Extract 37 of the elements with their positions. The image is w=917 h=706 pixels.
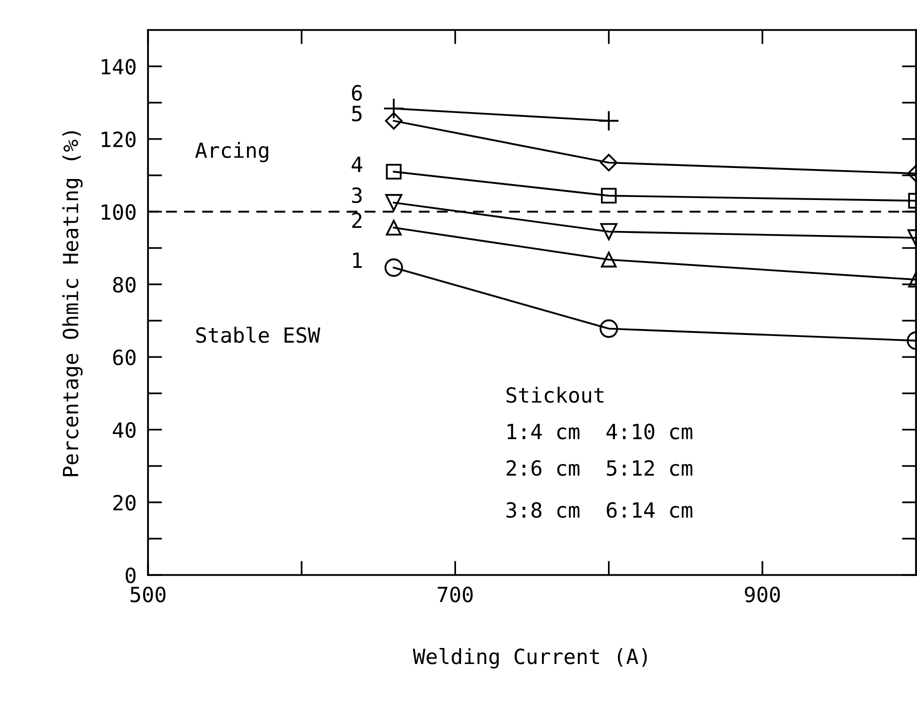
y-axis-title: Percentage Ohmic Heating (%) — [62, 131, 83, 476]
point — [383, 98, 404, 120]
point — [384, 258, 403, 277]
y-tick-label: 60 — [113, 350, 136, 366]
point — [386, 220, 402, 236]
annotation: 2:6 cm 5:12 cm — [506, 460, 692, 476]
x-tick-label: 900 — [744, 586, 780, 602]
series-label: 6 — [352, 84, 362, 101]
series-label: 2 — [352, 212, 362, 228]
annotation: 3:8 cm 6:14 cm — [506, 502, 692, 518]
point — [600, 252, 617, 268]
x-tick-label: 500 — [130, 586, 166, 602]
annotation: Stickout — [506, 386, 604, 403]
y-tick-label: 20 — [113, 494, 136, 511]
point — [600, 188, 617, 204]
point — [600, 223, 618, 240]
y-tick-label: 40 — [112, 422, 136, 438]
annotation: Stable ESW — [196, 326, 320, 343]
annotation: Arcing — [195, 142, 268, 162]
x-tick-label: 700 — [438, 586, 473, 602]
point — [385, 112, 403, 130]
x-axis-title: Welding Current (A) — [412, 648, 647, 668]
point — [600, 154, 618, 172]
y-tick-label: 80 — [113, 276, 136, 293]
y-tick-label: 140 — [102, 58, 136, 75]
annotation: 1:4 cm 4:10 cm — [508, 424, 692, 440]
y-tick-label: 100 — [102, 204, 136, 220]
series-label: 4 — [352, 156, 362, 172]
point — [598, 110, 620, 132]
point — [600, 319, 618, 338]
y-tick-label: 0 — [126, 568, 136, 584]
series-label: 3 — [352, 187, 362, 204]
point — [385, 194, 402, 212]
point — [386, 164, 402, 180]
series-label: 1 — [353, 252, 362, 268]
series-label: 5 — [352, 106, 362, 122]
y-tick-label: 120 — [102, 132, 136, 148]
